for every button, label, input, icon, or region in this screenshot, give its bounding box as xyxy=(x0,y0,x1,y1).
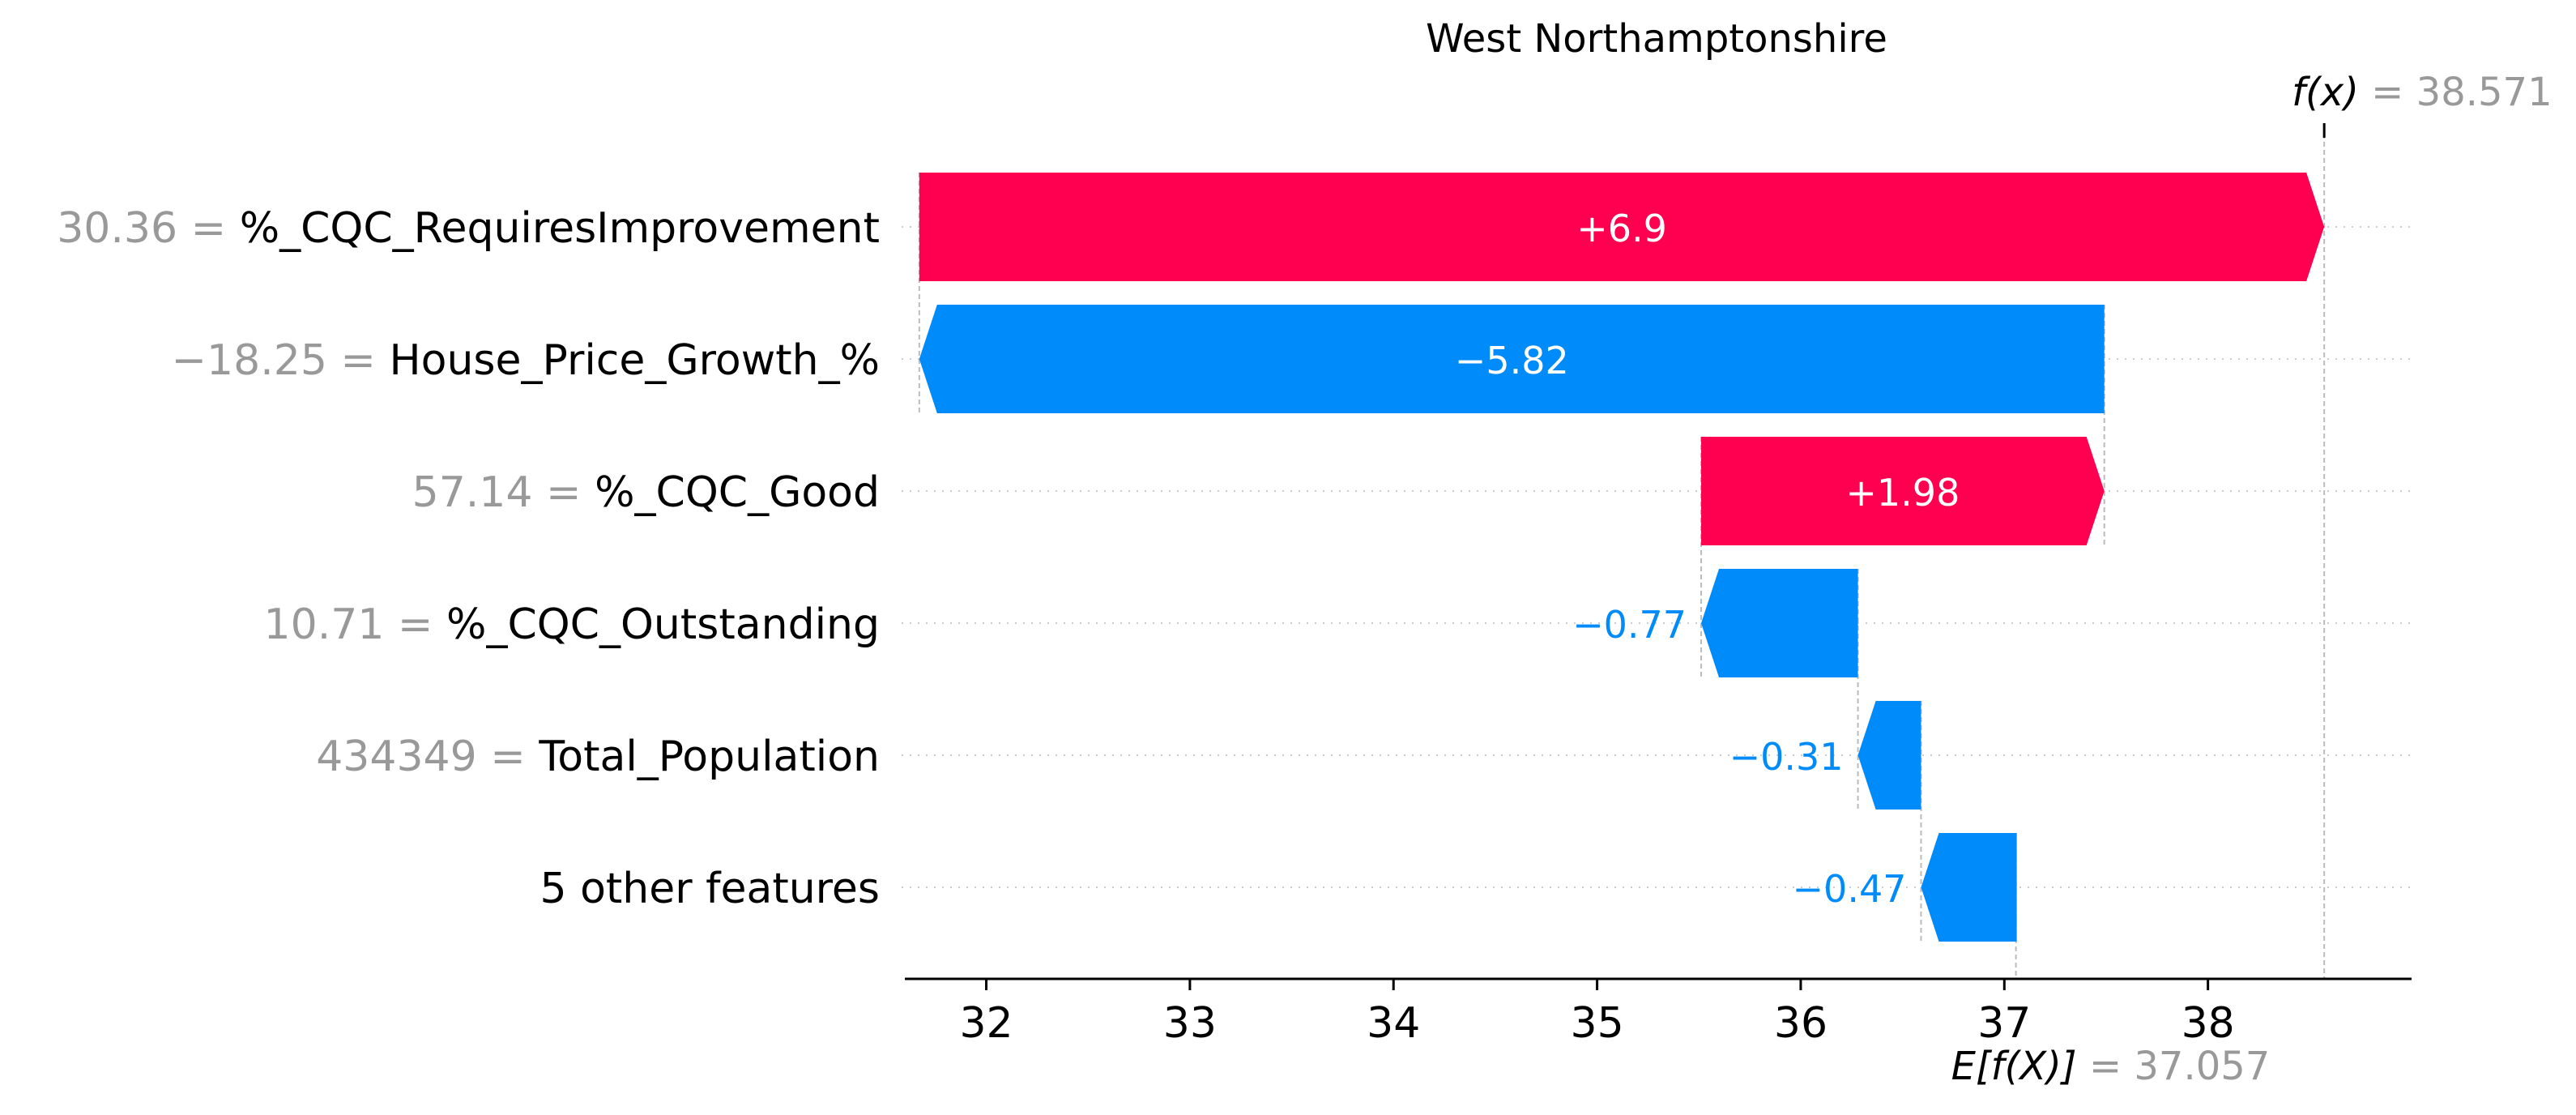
feature-label-5: 434349 = Total_Population xyxy=(316,733,880,781)
feature-label-6: 5 other features xyxy=(540,865,880,913)
bar-5 xyxy=(1857,701,1921,810)
bar-label-5: −0.31 xyxy=(1729,735,1844,779)
output-value-text: = 38.571 xyxy=(2359,70,2553,115)
x-tick-label: 32 xyxy=(959,999,1013,1048)
feature-label-4: 10.71 = %_CQC_Outstanding xyxy=(264,600,880,649)
feature-name-6: 5 other features xyxy=(540,865,880,913)
bar-label-6: −0.47 xyxy=(1793,867,1907,911)
feature-name-3: %_CQC_Good xyxy=(595,468,880,517)
feature-label-3: 57.14 = %_CQC_Good xyxy=(412,468,880,517)
bar-3 xyxy=(1701,437,2105,545)
feature-value-3: 57.14 = xyxy=(412,468,595,517)
feature-value-2: −18.25 = xyxy=(171,336,389,385)
bar-label-4: −0.77 xyxy=(1572,603,1687,647)
bar-2 xyxy=(919,305,2105,413)
x-tick-label: 34 xyxy=(1367,999,1420,1048)
x-tick-label: 38 xyxy=(2181,999,2235,1048)
bar-1 xyxy=(919,173,2325,281)
feature-label-2: −18.25 = House_Price_Growth_% xyxy=(171,336,880,385)
base-value-annotation: E[f(X)] = 37.057 xyxy=(1951,1044,2271,1089)
bar-label-1: +6.9 xyxy=(1576,207,1667,250)
bar-6 xyxy=(1921,833,2017,942)
x-tick-label: 35 xyxy=(1571,999,1624,1048)
feature-name-4: %_CQC_Outstanding xyxy=(446,600,880,649)
bar-4 xyxy=(1701,569,1858,677)
x-tick-label: 36 xyxy=(1774,999,1828,1048)
x-tick-label: 37 xyxy=(1977,999,2031,1048)
feature-value-5: 434349 = xyxy=(316,733,539,781)
feature-value-4: 10.71 = xyxy=(264,600,447,649)
feature-label-1: 30.36 = %_CQC_RequiresImprovement xyxy=(57,204,880,253)
bar-label-2: −5.82 xyxy=(1455,339,1569,382)
base-value-text: = 37.057 xyxy=(2077,1044,2271,1089)
feature-value-1: 30.36 = xyxy=(57,204,240,253)
feature-name-1: %_CQC_RequiresImprovement xyxy=(240,204,880,253)
output-value-annotation: f(x) = 38.571 xyxy=(2292,70,2552,115)
bar-label-3: +1.98 xyxy=(1845,471,1960,515)
feature-name-5: Total_Population xyxy=(538,733,880,781)
feature-name-2: House_Price_Growth_% xyxy=(390,336,880,385)
x-tick-label: 33 xyxy=(1163,999,1217,1048)
base-symbol: E[f(X)] xyxy=(1951,1044,2077,1089)
output-symbol: f(x) xyxy=(2292,70,2359,115)
chart-title: West Northamptonshire xyxy=(1426,16,1887,62)
